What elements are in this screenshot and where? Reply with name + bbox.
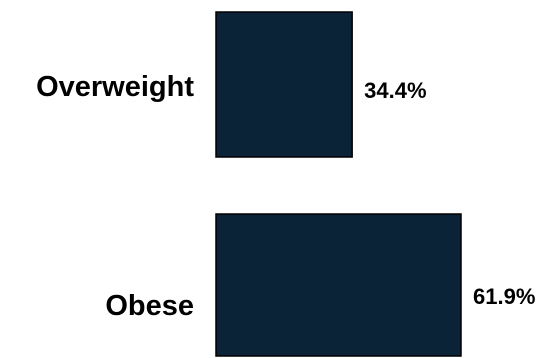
bar-overweight xyxy=(215,11,353,158)
labels-layer: Overweight 34.4% Obese 61.9% xyxy=(36,71,535,322)
bar-obese xyxy=(215,213,462,357)
value-label-overweight: 34.4% xyxy=(364,78,426,103)
value-label-obese: 61.9% xyxy=(473,284,535,309)
bars-layer xyxy=(215,11,462,357)
category-label-obese: Obese xyxy=(105,290,194,322)
category-label-overweight: Overweight xyxy=(36,71,194,103)
